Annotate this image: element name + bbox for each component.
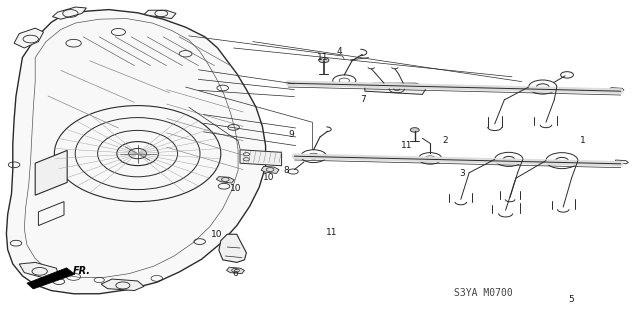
Text: FR.: FR. xyxy=(73,266,91,276)
Text: 1: 1 xyxy=(580,136,585,145)
Polygon shape xyxy=(216,177,234,183)
Circle shape xyxy=(319,58,329,63)
Polygon shape xyxy=(19,262,59,279)
Text: 10: 10 xyxy=(263,173,275,182)
Polygon shape xyxy=(240,150,282,166)
Text: 11: 11 xyxy=(317,53,329,62)
Text: 2: 2 xyxy=(442,136,447,145)
Polygon shape xyxy=(14,28,44,48)
Text: S3YA M0700: S3YA M0700 xyxy=(454,288,513,298)
Polygon shape xyxy=(52,7,86,19)
Polygon shape xyxy=(144,10,176,19)
Polygon shape xyxy=(35,150,67,195)
Text: 4: 4 xyxy=(337,47,342,56)
Text: 11: 11 xyxy=(401,141,413,150)
Polygon shape xyxy=(27,268,75,289)
Text: 6: 6 xyxy=(233,269,238,278)
Text: 9: 9 xyxy=(289,130,294,139)
Text: 10: 10 xyxy=(211,230,222,239)
Text: 5: 5 xyxy=(569,295,574,304)
Text: 8: 8 xyxy=(284,166,289,175)
Polygon shape xyxy=(608,88,624,91)
Polygon shape xyxy=(365,83,427,94)
Text: 10: 10 xyxy=(230,184,241,193)
Polygon shape xyxy=(6,10,266,294)
Text: 7: 7 xyxy=(361,95,366,104)
Polygon shape xyxy=(227,267,244,274)
Text: 11: 11 xyxy=(326,228,337,237)
Polygon shape xyxy=(101,279,144,291)
Polygon shape xyxy=(219,234,246,262)
Polygon shape xyxy=(261,166,279,173)
Circle shape xyxy=(410,128,419,132)
Text: 3: 3 xyxy=(460,169,465,178)
Polygon shape xyxy=(614,160,628,164)
